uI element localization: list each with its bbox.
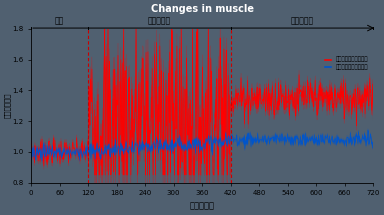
Text: 手技療法中: 手技療法中 [148,17,171,26]
Title: Changes in muscle: Changes in muscle [151,4,253,14]
Y-axis label: 僧帽筋血流量: 僧帽筋血流量 [4,93,11,118]
Legend: 手技療法を施した条件, 手技療法をしない条件: 手技療法を施した条件, 手技療法をしない条件 [322,55,371,72]
Text: 安静: 安静 [55,17,64,26]
X-axis label: 時間［秒］: 時間［秒］ [190,202,215,211]
Text: 手技療法後: 手技療法後 [290,17,313,26]
